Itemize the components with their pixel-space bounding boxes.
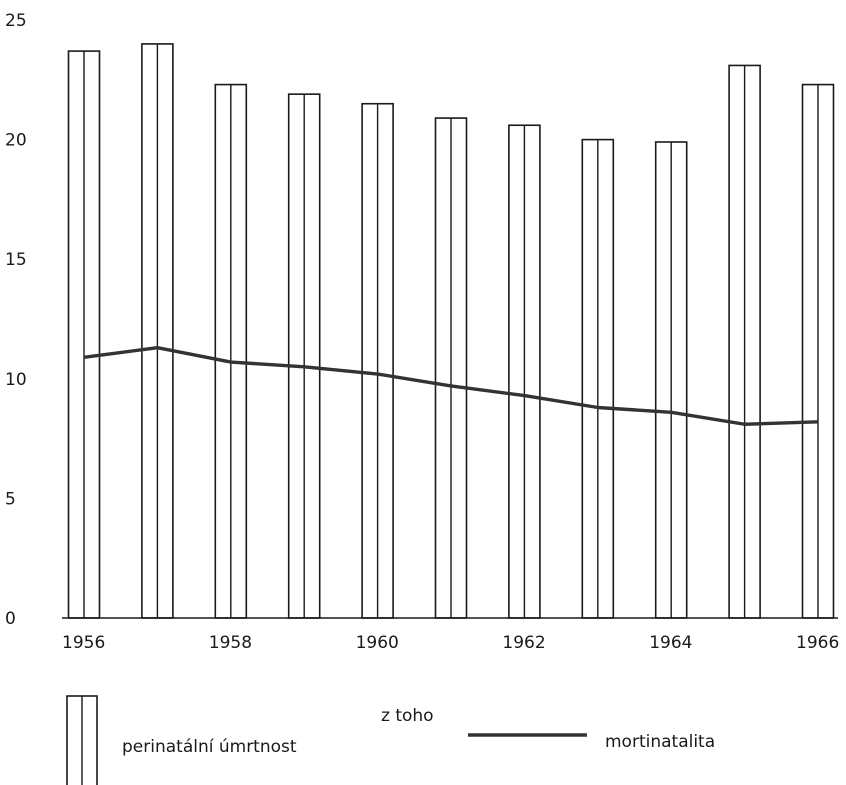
- x-tick-label: 1956: [62, 633, 105, 653]
- legend-label-mortinatalita: mortinatalita: [605, 732, 716, 752]
- y-tick-label: 10: [5, 370, 27, 390]
- bar: [801, 83, 835, 619]
- legend-bar-swatch: [66, 695, 98, 785]
- bar: [141, 43, 174, 619]
- y-tick-label: 5: [5, 489, 16, 509]
- legend-label-perinatalni-umrtnost: perinatální úmrtnost: [122, 737, 297, 757]
- x-tick-label: 1964: [649, 633, 692, 653]
- legend-label-z-toho: z toho: [381, 706, 434, 726]
- bar: [434, 117, 468, 619]
- y-tick-label: 0: [5, 609, 16, 629]
- bar: [67, 50, 101, 619]
- bar: [581, 138, 615, 619]
- y-tick-label: 25: [5, 11, 27, 31]
- x-tick-label: 1966: [796, 633, 839, 653]
- bar: [508, 124, 541, 619]
- x-tick-label: 1960: [356, 633, 399, 653]
- bar: [654, 141, 688, 619]
- bar: [287, 93, 321, 619]
- bar-series: [67, 43, 835, 619]
- x-axis-ticks: 1956 1958 1960 1962 1964 1966: [62, 633, 839, 653]
- line-series-mortinatalita: [83, 346, 819, 426]
- y-axis-ticks: 0 5 10 15 20 25: [5, 11, 27, 629]
- bar: [728, 64, 761, 619]
- y-tick-label: 15: [5, 250, 27, 270]
- bar: [214, 83, 248, 619]
- bar: [361, 102, 394, 619]
- x-tick-label: 1962: [502, 633, 545, 653]
- x-tick-label: 1958: [209, 633, 252, 653]
- y-tick-label: 20: [5, 131, 27, 151]
